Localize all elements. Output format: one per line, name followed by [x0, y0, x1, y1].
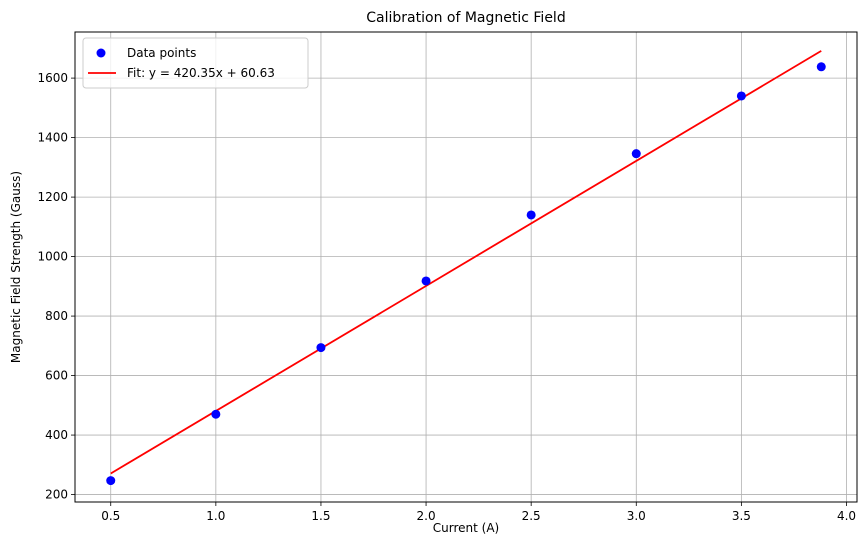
x-tick-label: 2.0	[417, 509, 436, 523]
y-axis-ticks: 200 400 600 800 1000 1200 1400 1600	[37, 71, 75, 502]
x-tick-label: 0.5	[101, 509, 120, 523]
legend: Data points Fit: y = 420.35x + 60.63	[82, 37, 309, 89]
x-tick-label: 4.0	[837, 509, 856, 523]
data-point	[211, 409, 221, 419]
legend-box	[82, 37, 309, 89]
y-tick-label: 800	[45, 309, 68, 323]
y-tick-label: 1600	[37, 71, 68, 85]
y-tick-label: 200	[45, 488, 68, 502]
y-axis-label: Magnetic Field Strength (Gauss)	[9, 171, 23, 363]
data-point	[421, 276, 431, 286]
data-point	[631, 149, 641, 159]
data-point	[106, 476, 116, 486]
legend-marker-data-points	[96, 48, 106, 58]
x-axis-label: Current (A)	[433, 521, 499, 535]
y-tick-label: 400	[45, 428, 68, 442]
x-tick-label: 1.5	[311, 509, 330, 523]
x-tick-label: 2.5	[522, 509, 541, 523]
data-point	[736, 91, 746, 101]
x-axis-ticks: 0.5 1.0 1.5 2.0 2.5 3.0 3.5 4.0	[101, 502, 856, 523]
plot-frame	[74, 31, 858, 503]
legend-label-data-points: Data points	[127, 46, 196, 60]
x-tick-label: 3.0	[627, 509, 646, 523]
y-tick-label: 600	[45, 369, 68, 383]
y-tick-label: 1200	[37, 190, 68, 204]
y-tick-label: 1000	[37, 250, 68, 264]
chart-title: Calibration of Magnetic Field	[366, 10, 565, 26]
plot-area	[75, 32, 857, 502]
points-layer	[106, 62, 826, 486]
data-point	[316, 343, 326, 353]
fit-layer	[110, 50, 822, 475]
x-tick-label: 1.0	[206, 509, 225, 523]
legend-label-fit-line: Fit: y = 420.35x + 60.63	[127, 66, 275, 80]
fit-line	[110, 50, 822, 475]
data-point	[816, 62, 826, 72]
grid-layer	[75, 32, 857, 502]
data-point	[526, 210, 536, 220]
y-tick-label: 1400	[37, 131, 68, 145]
x-tick-label: 3.5	[732, 509, 751, 523]
